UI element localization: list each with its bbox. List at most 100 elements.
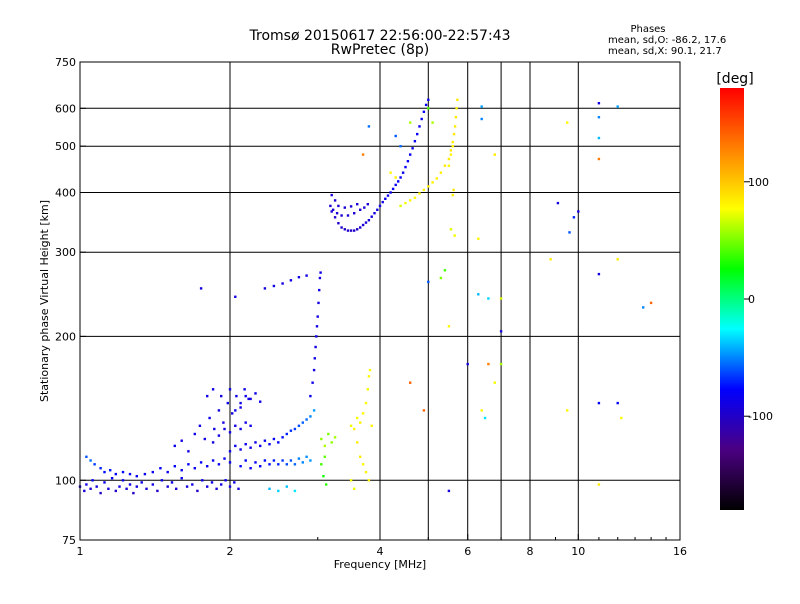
data-point (477, 237, 480, 240)
colorbar-tick-label: 0 (748, 293, 755, 306)
data-point (363, 206, 366, 209)
data-point (243, 388, 246, 391)
data-point (208, 416, 211, 420)
data-point (83, 489, 86, 493)
data-point (333, 436, 337, 439)
stats-heading: Phases (630, 24, 665, 35)
data-point (313, 357, 316, 360)
data-point (206, 394, 209, 398)
data-point (132, 491, 135, 495)
data-point (91, 479, 94, 482)
colorbar-ticks: 100 0 -100 (744, 176, 773, 423)
data-point (220, 483, 223, 486)
data-point (577, 210, 580, 213)
data-point (103, 481, 106, 484)
data-point (268, 487, 271, 490)
data-point (217, 409, 221, 412)
y-tick-label: 300 (55, 246, 76, 259)
colorbar-tick-label: 100 (748, 176, 769, 189)
data-point (234, 424, 237, 427)
data-point (121, 470, 125, 474)
data-point (493, 381, 496, 384)
data-point (384, 197, 387, 200)
data-point (443, 269, 447, 272)
data-point (353, 487, 356, 490)
data-point (568, 231, 571, 234)
data-point (234, 295, 237, 298)
data-point (305, 418, 308, 421)
data-point (315, 325, 319, 328)
data-point (451, 140, 454, 144)
data-point (151, 470, 154, 474)
data-point (566, 409, 569, 412)
data-point (143, 472, 147, 476)
data-point (140, 481, 143, 484)
data-point (244, 459, 247, 462)
data-point (263, 459, 267, 462)
data-point (297, 424, 301, 427)
data-point (616, 401, 619, 405)
data-points (78, 98, 653, 495)
data-point (451, 193, 454, 197)
data-point (447, 489, 451, 493)
data-point (128, 472, 132, 476)
data-point (93, 463, 96, 466)
data-point (109, 469, 112, 472)
data-point (323, 455, 326, 458)
data-point (318, 276, 322, 280)
data-point (160, 479, 164, 482)
data-point (185, 485, 189, 488)
data-point (121, 479, 125, 482)
data-point (199, 287, 203, 290)
y-tick-label: 600 (55, 102, 76, 115)
data-point (317, 301, 320, 305)
colorbar-label: [deg] (716, 71, 753, 87)
data-point (376, 208, 379, 211)
data-point (361, 153, 365, 156)
data-point (203, 437, 206, 441)
data-point (349, 479, 353, 482)
data-point (447, 157, 451, 161)
data-point (220, 394, 223, 398)
y-tick-label: 500 (55, 140, 76, 153)
data-point (285, 463, 288, 466)
data-point (480, 117, 483, 121)
data-point (312, 368, 316, 372)
data-point (289, 459, 293, 462)
data-point (173, 444, 176, 448)
data-point (222, 421, 225, 424)
data-point (239, 401, 242, 405)
data-point (272, 284, 276, 288)
data-point (268, 443, 271, 446)
data-point (211, 459, 215, 462)
data-point (420, 117, 423, 121)
data-point (206, 465, 209, 468)
data-point (289, 429, 293, 432)
data-point (549, 258, 552, 261)
data-point (285, 485, 288, 488)
data-point (356, 228, 359, 231)
data-point (337, 222, 340, 225)
data-point (110, 477, 114, 480)
data-point (343, 228, 346, 231)
data-point (247, 397, 250, 401)
data-point (330, 210, 333, 213)
data-point (85, 483, 88, 486)
data-point (389, 171, 392, 174)
data-point (453, 125, 457, 128)
data-point (224, 479, 227, 482)
data-point (213, 427, 216, 431)
data-point (422, 409, 426, 412)
chart-title: Tromsø 20150617 22:56:00-22:57:43 (249, 28, 511, 44)
data-point (211, 441, 215, 444)
data-point (413, 196, 417, 199)
y-axis-label: Stationary phase Virtual Height [km] (38, 200, 51, 402)
data-point (249, 467, 252, 470)
data-point (406, 160, 410, 163)
data-point (427, 107, 430, 110)
data-point (349, 424, 353, 427)
data-point (305, 455, 308, 458)
data-point (394, 134, 397, 138)
data-point (427, 185, 430, 188)
